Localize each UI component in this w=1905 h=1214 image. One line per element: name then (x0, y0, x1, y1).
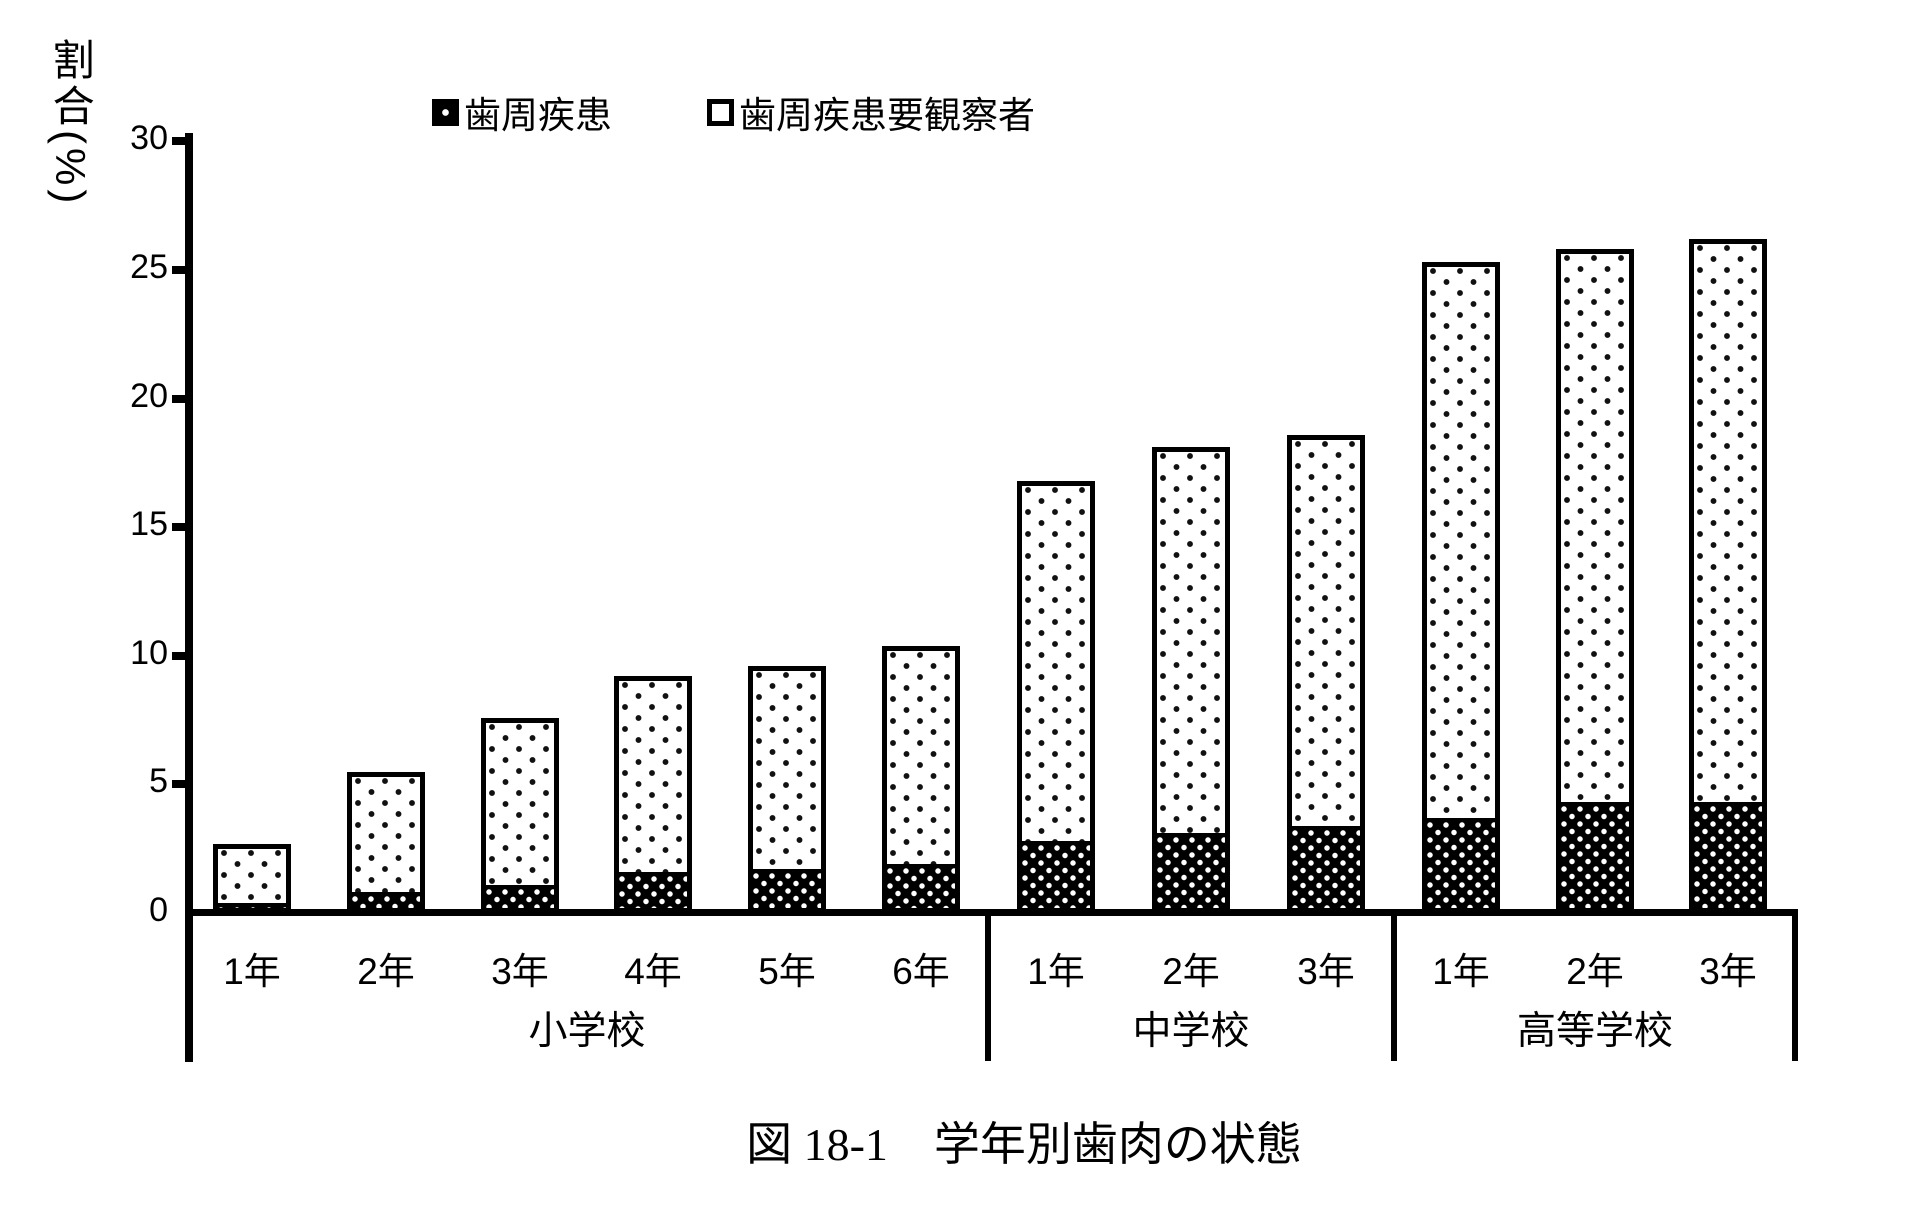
group-separator (1391, 909, 1397, 1061)
grade-label-小学校-6年: 6年 (892, 951, 950, 992)
y-tick-label: 5 (149, 762, 168, 801)
bar-高等学校-1年 (1422, 262, 1500, 913)
bar-小学校-5年 (748, 666, 826, 913)
bar-segment-disease-小学校-2年 (352, 892, 420, 908)
grade-label-小学校-4年: 4年 (624, 951, 682, 992)
y-tick-mark (172, 137, 186, 146)
grade-label-中学校-2年: 2年 (1162, 951, 1220, 992)
school-label-中学校: 中学校 (1132, 1010, 1250, 1053)
grade-label-小学校-1年: 1年 (223, 951, 281, 992)
bar-小学校-4年 (614, 676, 692, 913)
grade-label-高等学校-1年: 1年 (1432, 951, 1490, 992)
bar-segment-disease-小学校-4年 (619, 872, 687, 908)
bar-segment-disease-高等学校-3年 (1694, 802, 1762, 908)
grade-label-中学校-1年: 1年 (1027, 951, 1085, 992)
grade-label-高等学校-2年: 2年 (1566, 951, 1624, 992)
bar-小学校-2年 (347, 772, 425, 913)
y-tick-mark (172, 266, 186, 274)
bar-高等学校-3年 (1689, 239, 1767, 913)
y-tick-mark (172, 394, 186, 403)
y-tick-mark (172, 780, 186, 789)
y-tick-label: 25 (130, 248, 168, 286)
school-label-高等学校: 高等学校 (1516, 1010, 1673, 1053)
bar-小学校-6年 (882, 646, 960, 913)
bar-segment-disease-小学校-6年 (887, 864, 955, 908)
legend-label-disease: 歯周疾患 (464, 95, 612, 136)
bar-中学校-1年 (1017, 481, 1095, 913)
grade-label-小学校-5年: 5年 (758, 951, 816, 992)
bar-segment-disease-高等学校-2年 (1561, 802, 1629, 908)
bar-segment-disease-中学校-2年 (1157, 833, 1225, 908)
grade-label-中学校-3年: 3年 (1297, 951, 1355, 992)
bar-segment-disease-小学校-1年 (218, 903, 286, 908)
grade-label-小学校-2年: 2年 (357, 951, 415, 992)
y-tick-mark (172, 651, 186, 660)
bar-segment-disease-小学校-5年 (753, 869, 821, 908)
legend-swatch-disease-icon (432, 98, 459, 126)
bar-segment-disease-高等学校-1年 (1427, 818, 1495, 908)
bar-segment-disease-小学校-3年 (486, 885, 554, 908)
bar-中学校-2年 (1152, 447, 1230, 913)
grade-label-小学校-3年: 3年 (491, 951, 549, 992)
y-axis-title: 割合(%) (47, 38, 95, 208)
bar-小学校-1年 (213, 844, 291, 913)
grade-label-高等学校-3年: 3年 (1699, 951, 1757, 992)
legend-swatch-observer-icon (707, 98, 734, 126)
group-separator (985, 909, 991, 1061)
bar-高等学校-2年 (1556, 249, 1634, 913)
y-tick-mark (172, 523, 186, 532)
group-separator (1792, 909, 1798, 1061)
y-tick-label: 15 (130, 505, 168, 544)
bar-小学校-3年 (481, 718, 559, 913)
bar-segment-disease-中学校-3年 (1292, 826, 1360, 908)
y-tick-label: 0 (149, 891, 168, 929)
school-label-小学校: 小学校 (528, 1010, 646, 1053)
legend-item-disease: 歯周疾患 (432, 95, 612, 136)
y-tick-label: 10 (130, 633, 168, 672)
bar-segment-disease-中学校-1年 (1022, 841, 1090, 908)
y-tick-label: 30 (130, 119, 168, 158)
y-axis-line (185, 133, 193, 1062)
y-tick-label: 20 (130, 376, 168, 415)
bar-中学校-3年 (1287, 435, 1365, 913)
legend-item-observer: 歯周疾患要観察者 (707, 95, 1035, 136)
x-axis-line (185, 909, 1797, 916)
legend-label-observer: 歯周疾患要観察者 (739, 95, 1035, 136)
figure-caption: 図 18-1 学年別歯肉の状態 (746, 1119, 1302, 1170)
